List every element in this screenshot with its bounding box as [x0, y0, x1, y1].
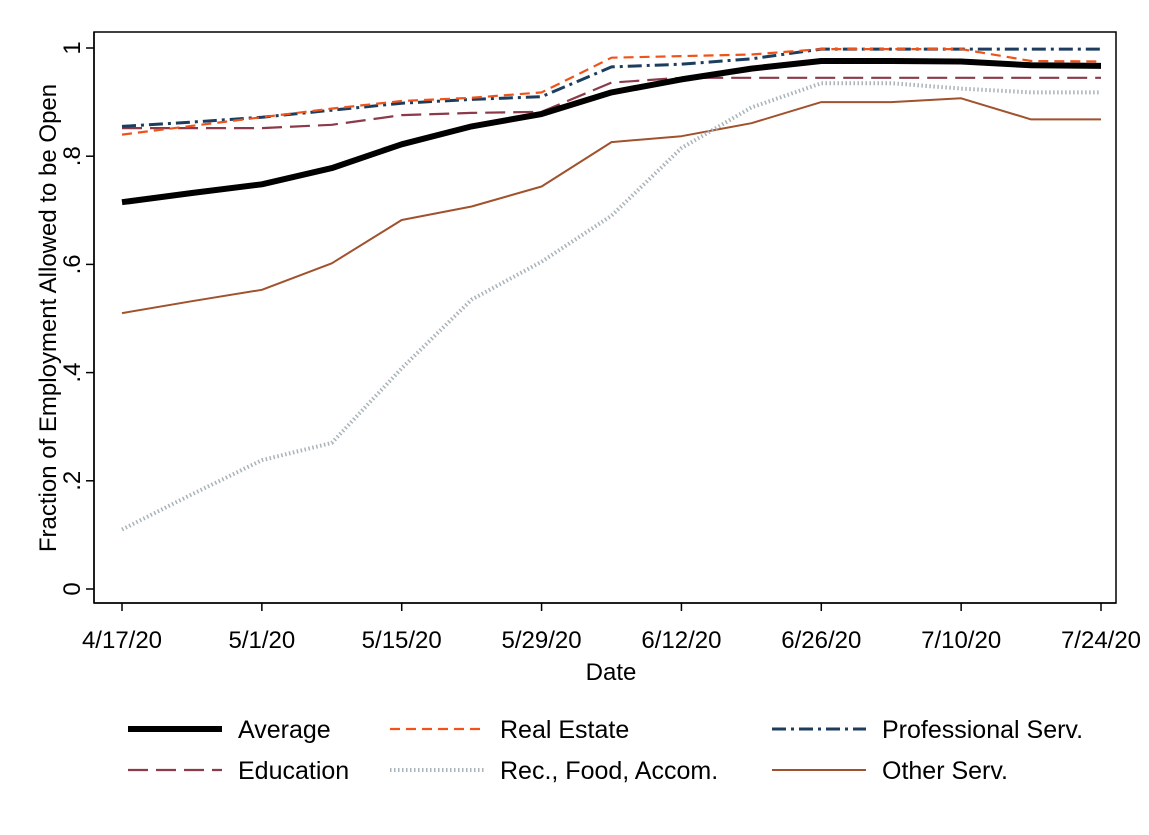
y-tick-label: .6 — [59, 254, 86, 274]
y-tick-label: 0 — [59, 582, 86, 595]
x-tick-label: 4/17/20 — [82, 627, 162, 654]
x-tick-label: 5/1/20 — [228, 627, 295, 654]
legend: Average Real Estate Professional Serv. Educ… — [128, 716, 1083, 785]
x-tick-label: 5/15/20 — [362, 627, 442, 654]
x-tick-label: 7/24/20 — [1061, 627, 1141, 654]
y-tick-label: .4 — [59, 363, 86, 383]
legend-label: Other Serv. — [882, 757, 1008, 785]
series-line-education — [122, 76, 1101, 130]
y-tick-label: .2 — [59, 471, 86, 491]
series-line-other-serv — [121, 97, 1101, 315]
legend-label: Education — [238, 757, 349, 785]
x-tick-label: 6/26/20 — [781, 627, 861, 654]
y-tick-label: .8 — [59, 146, 86, 166]
x-tick-label: 5/29/20 — [502, 627, 582, 654]
x-tick-label: 6/12/20 — [641, 627, 721, 654]
series-line-real-estate — [121, 47, 1102, 136]
legend-label: Rec., Food, Accom. — [500, 757, 718, 785]
y-axis-title: Fraction of Employment Allowed to be Ope… — [35, 84, 62, 552]
series-line-rec-food-accom — [121, 81, 1101, 532]
legend-label: Average — [238, 716, 331, 744]
y-axis-ticks: 0 .2 .4 .6 .8 1 — [59, 41, 94, 596]
x-axis-ticks: 4/17/20 5/1/20 5/15/20 5/29/20 6/12/20 6/26/2… — [82, 603, 1141, 654]
legend-label: Professional Serv. — [882, 716, 1083, 744]
y-tick-label: 1 — [59, 41, 86, 54]
x-tick-label: 7/10/20 — [921, 627, 1001, 654]
series-lines — [121, 47, 1102, 532]
x-axis-title: Date — [586, 659, 637, 686]
series-line-average — [121, 58, 1102, 206]
legend-label: Real Estate — [500, 716, 629, 744]
